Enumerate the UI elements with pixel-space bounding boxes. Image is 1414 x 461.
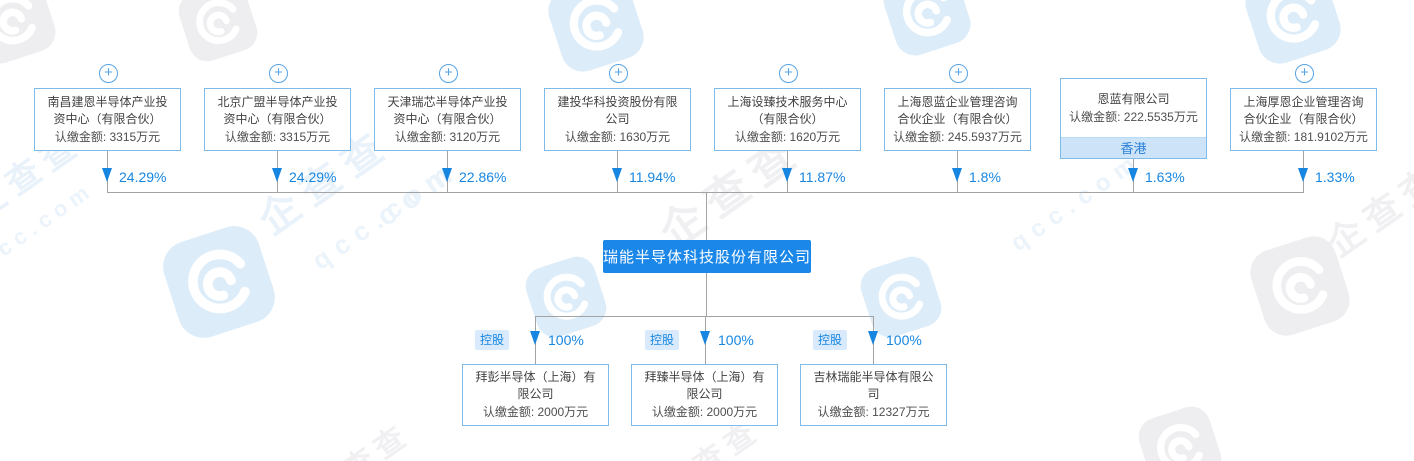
subsidiary-name: 拜臻半导体（上海）有限公司 [644, 370, 765, 401]
qcc-logo-watermark-icon [1240, 226, 1361, 347]
shareholder-box[interactable]: 南昌建恩半导体产业投资中心（有限合伙） 认缴金额: 3315万元 [34, 88, 181, 151]
qcc-watermark-text: 企查查 [1319, 155, 1414, 265]
shareholder-box[interactable]: 上海厚恩企业管理咨询合伙企业（有限合伙） 认缴金额: 181.9102万元 [1230, 88, 1377, 151]
arrow-down-icon [1128, 168, 1138, 182]
shareholder-box[interactable]: 恩蓝有限公司 认缴金额: 222.5535万元 香港 [1060, 78, 1207, 159]
arrow-down-icon [272, 168, 282, 182]
qcc-logo-watermark-icon [874, 0, 980, 65]
shareholder-amount: 认缴金额: 3315万元 [224, 129, 331, 144]
subsidiary-amount: 认缴金额: 2000万元 [482, 405, 589, 419]
region-badge: 香港 [1061, 137, 1206, 158]
qcc-watermark-text: com [370, 151, 468, 234]
arrow-down-icon [530, 331, 540, 345]
ownership-percent: 24.29% [289, 169, 337, 185]
shareholder-name: 建投华科投资股份有限公司 [557, 94, 678, 126]
ownership-percent: 22.86% [459, 169, 507, 185]
shareholder-box[interactable]: 天津瑞芯半导体产业投资中心（有限合伙） 认缴金额: 3120万元 [374, 88, 521, 151]
holding-badge: 控股 [813, 330, 848, 350]
subsidiary-amount: 认缴金额: 2000万元 [651, 405, 758, 419]
subsidiary-box[interactable]: 拜彭半导体（上海）有限公司 认缴金额: 2000万元 [462, 364, 609, 426]
expand-icon[interactable] [949, 64, 968, 83]
expand-icon[interactable] [269, 64, 288, 83]
arrow-down-icon [1298, 168, 1308, 182]
shareholder-name: 天津瑞芯半导体产业投资中心（有限合伙） [387, 94, 508, 126]
shareholder-box[interactable]: 北京广盟半导体产业投资中心（有限合伙） 认缴金额: 3315万元 [204, 88, 351, 151]
shareholder-amount: 认缴金额: 1620万元 [734, 129, 841, 144]
qcc-logo-watermark-icon [1130, 398, 1231, 461]
expand-icon[interactable] [99, 64, 118, 83]
arrow-down-icon [102, 168, 112, 182]
expand-icon[interactable] [779, 64, 798, 83]
shareholder-amount: 认缴金额: 181.9102万元 [1239, 129, 1368, 144]
subsidiary-name: 拜彭半导体（上海）有限公司 [475, 370, 596, 401]
shareholder-amount: 认缴金额: 1630万元 [564, 129, 671, 144]
qcc-watermark-text: 企查查 [302, 410, 418, 461]
ownership-percent: 1.8% [969, 169, 1001, 185]
shareholder-name: 恩蓝有限公司 [1097, 91, 1170, 106]
ownership-percent: 100% [548, 332, 584, 348]
arrow-down-icon [612, 168, 622, 182]
qcc-logo-watermark-icon [151, 214, 287, 350]
connector-line [706, 192, 707, 240]
shareholder-box[interactable]: 上海设臻技术服务中心（有限合伙） 认缴金额: 1620万元 [714, 88, 861, 151]
shareholder-name: 南昌建恩半导体产业投资中心（有限合伙） [47, 94, 168, 126]
shareholder-box[interactable]: 上海恩蓝企业管理咨询合伙企业（有限合伙） 认缴金额: 245.5937万元 [884, 88, 1031, 151]
holding-badge: 控股 [645, 330, 680, 350]
shareholder-amount: 认缴金额: 3315万元 [54, 129, 161, 144]
qcc-logo-watermark-icon [170, 0, 266, 70]
ownership-percent: 11.87% [799, 169, 846, 185]
qcc-watermark-text: qcc.com [1005, 146, 1147, 257]
arrow-down-icon [952, 168, 962, 182]
company-box[interactable]: 瑞能半导体科技股份有限公司 [603, 240, 811, 273]
subsidiary-name: 吉林瑞能半导体有限公司 [813, 370, 934, 401]
holding-badge: 控股 [475, 330, 510, 350]
qcc-logo-watermark-icon [0, 0, 65, 73]
expand-icon[interactable] [609, 64, 628, 83]
shareholder-amount: 认缴金额: 222.5535万元 [1069, 109, 1198, 124]
ownership-percent: 1.63% [1145, 169, 1185, 185]
shareholder-name: 上海恩蓝企业管理咨询合伙企业（有限合伙） [897, 94, 1018, 126]
shareholder-name: 上海设臻技术服务中心（有限合伙） [727, 94, 848, 126]
shareholder-amount: 认缴金额: 3120万元 [394, 129, 501, 144]
subsidiary-box[interactable]: 吉林瑞能半导体有限公司 认缴金额: 12327万元 [800, 364, 947, 426]
ownership-percent: 24.29% [119, 169, 167, 185]
arrow-down-icon [700, 331, 710, 345]
qcc-logo-watermark-icon [1235, 0, 1351, 74]
shareholder-name: 上海厚恩企业管理咨询合伙企业（有限合伙） [1243, 94, 1364, 126]
connector-line [706, 273, 707, 316]
arrow-down-icon [868, 331, 878, 345]
arrow-down-icon [782, 168, 792, 182]
ownership-percent: 11.94% [629, 169, 676, 185]
arrow-down-icon [442, 168, 452, 182]
ownership-percent: 100% [886, 332, 922, 348]
shareholder-box[interactable]: 建投华科投资股份有限公司 认缴金额: 1630万元 [544, 88, 691, 151]
subsidiary-amount: 认缴金额: 12327万元 [817, 405, 930, 419]
shareholder-name: 北京广盟半导体产业投资中心（有限合伙） [217, 94, 338, 126]
qcc-watermark-text: qcc.com [0, 176, 99, 273]
ownership-percent: 1.33% [1315, 169, 1355, 185]
ownership-percent: 100% [718, 332, 754, 348]
qcc-logo-watermark-icon [538, 0, 654, 82]
expand-icon[interactable] [439, 64, 458, 83]
shareholder-amount: 认缴金额: 245.5937万元 [893, 129, 1022, 144]
subsidiary-box[interactable]: 拜臻半导体（上海）有限公司 认缴金额: 2000万元 [631, 364, 778, 426]
expand-icon[interactable] [1295, 64, 1314, 83]
